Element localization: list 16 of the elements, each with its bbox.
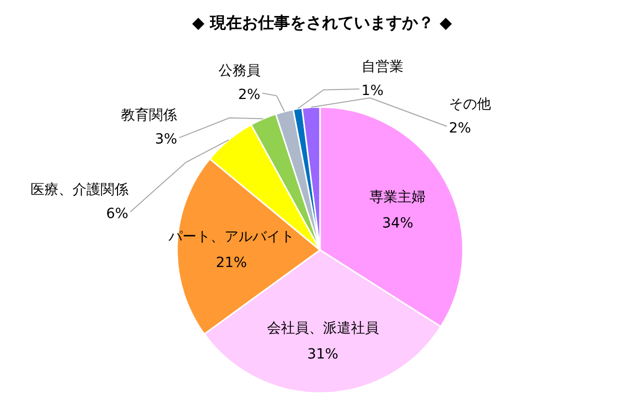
data-label: 31%: [307, 346, 338, 363]
slice-label: 医療、介護関係: [30, 182, 128, 198]
data-label: 34%: [382, 215, 414, 232]
data-label: 2%: [448, 120, 472, 136]
data-label: 6%: [106, 206, 128, 222]
slice-label: その他: [448, 96, 491, 112]
slice-label: 公務員: [218, 63, 260, 80]
data-label: 3%: [155, 132, 178, 148]
slice-label: 専業主婦: [370, 189, 426, 206]
data-label: 2%: [238, 87, 260, 104]
data-label: 21%: [216, 255, 247, 272]
slice-label: 教育関係: [121, 106, 178, 124]
data-label: 1%: [361, 83, 384, 100]
slice-label: 自営業: [361, 59, 404, 76]
slice-label: 会社員、派遣社員: [266, 320, 379, 337]
chart-title: ◆ 現在お仕事をされていますか？ ◆: [192, 13, 453, 32]
